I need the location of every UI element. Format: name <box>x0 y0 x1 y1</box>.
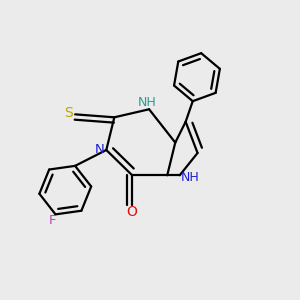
Text: NH: NH <box>138 96 157 109</box>
Text: F: F <box>49 214 56 227</box>
Text: O: O <box>126 205 137 218</box>
Text: N: N <box>95 143 105 156</box>
Text: NH: NH <box>181 171 200 184</box>
Text: S: S <box>64 106 73 120</box>
